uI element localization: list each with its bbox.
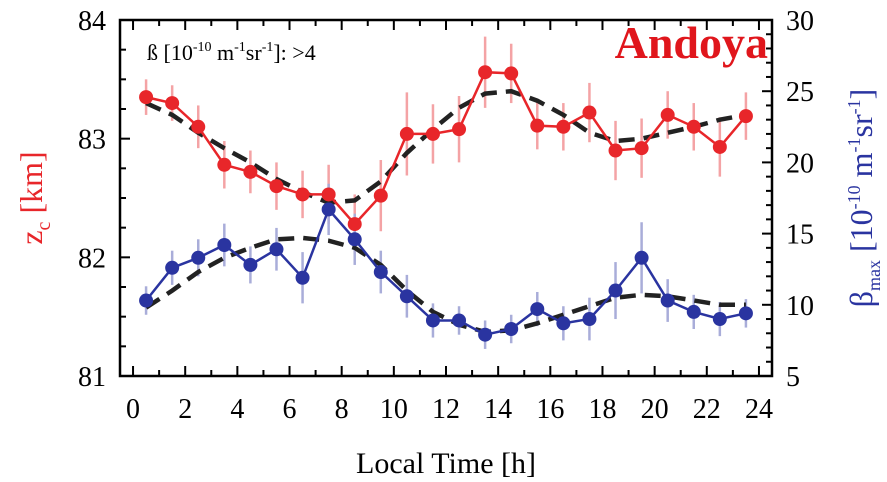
- x-tick-label: 0: [126, 394, 140, 425]
- data-point-beta: [712, 312, 727, 327]
- data-point-zc: [139, 90, 154, 105]
- data-point-zc: [452, 122, 467, 137]
- data-point-zc: [191, 119, 206, 134]
- series-markers: [139, 65, 753, 342]
- data-point-beta: [269, 242, 284, 257]
- y-right-tick-label: 20: [786, 148, 814, 179]
- data-point-beta: [608, 283, 623, 298]
- x-tick-label: 20: [641, 394, 669, 425]
- data-point-zc: [321, 187, 336, 202]
- data-point-zc: [504, 66, 519, 81]
- data-point-zc: [478, 65, 493, 80]
- y-right-tick-label: 30: [786, 6, 814, 37]
- y-right-tick-label: 10: [786, 291, 814, 322]
- data-point-zc: [373, 188, 388, 203]
- data-point-zc: [556, 119, 571, 134]
- data-point-zc: [217, 157, 232, 172]
- x-tick-label: 16: [536, 394, 564, 425]
- data-point-beta: [139, 293, 154, 308]
- y-right-axis-label: βmax [10-10 m-1sr-1]: [843, 89, 884, 308]
- y-left-tick-labels: 81 82 83 84: [78, 6, 106, 393]
- data-point-beta: [243, 257, 258, 272]
- data-point-zc: [582, 105, 597, 120]
- y-left-tick-label: 83: [78, 125, 106, 156]
- data-point-beta: [399, 289, 414, 304]
- data-point-beta: [738, 306, 753, 321]
- x-tick-labels: 0 2 4 6 8 10 12 14 16 18 20 22 24: [126, 394, 773, 425]
- data-point-zc: [608, 143, 623, 158]
- x-tick-label: 8: [335, 394, 349, 425]
- y-right-tick-labels: 5 10 15 20 25 30: [786, 6, 814, 393]
- data-point-beta: [373, 265, 388, 280]
- x-axis-label: Local Time [h]: [356, 447, 536, 480]
- y-left-tick-label: 81: [78, 362, 106, 393]
- data-point-beta: [295, 270, 310, 285]
- x-tick-label: 22: [693, 394, 721, 425]
- plot-frame: [118, 18, 774, 378]
- x-tick-label: 6: [283, 394, 297, 425]
- data-point-zc: [530, 118, 545, 133]
- fit-lines: [144, 88, 747, 335]
- data-point-beta: [686, 304, 701, 319]
- threshold-annotation: ß [10-10 m-1sr-1]: >4: [147, 40, 316, 65]
- data-point-zc: [634, 141, 649, 156]
- x-tick-label: 2: [178, 394, 192, 425]
- data-point-zc: [660, 107, 675, 122]
- x-tick-label: 12: [432, 394, 460, 425]
- data-point-zc: [399, 126, 414, 141]
- y-right-tick-label: 5: [786, 362, 800, 393]
- data-point-beta: [321, 202, 336, 217]
- series-line-zc: [145, 70, 747, 226]
- data-point-beta: [452, 313, 467, 328]
- y-right-tick-label: 25: [786, 77, 814, 108]
- data-point-beta: [504, 322, 519, 337]
- data-point-zc: [347, 217, 362, 232]
- error-bars: [144, 36, 748, 349]
- fit-line-zc: [145, 88, 747, 205]
- data-point-zc: [269, 179, 284, 194]
- data-point-zc: [243, 164, 258, 179]
- x-tick-label: 4: [230, 394, 244, 425]
- station-label: Andoya: [615, 17, 768, 68]
- data-point-beta: [530, 302, 545, 317]
- x-tick-label: 18: [588, 394, 616, 425]
- data-point-zc: [165, 96, 180, 111]
- data-point-beta: [347, 232, 362, 247]
- data-point-beta: [556, 316, 571, 331]
- x-tick-label: 24: [745, 394, 773, 425]
- x-tick-label: 10: [380, 394, 408, 425]
- fit-line-beta: [144, 235, 746, 335]
- data-point-beta: [660, 293, 675, 308]
- data-point-beta: [634, 250, 649, 265]
- y-right-tick-label: 15: [786, 220, 814, 251]
- data-point-zc: [712, 139, 727, 154]
- data-point-zc: [425, 126, 440, 141]
- y-left-tick-label: 82: [78, 243, 106, 274]
- data-point-beta: [217, 237, 232, 252]
- data-point-beta: [582, 312, 597, 327]
- y-left-tick-label: 84: [78, 6, 106, 37]
- y-left-axis-label: zc [km]: [13, 151, 55, 244]
- data-point-zc: [295, 187, 310, 202]
- plot-area: [118, 18, 774, 378]
- data-point-zc: [738, 109, 753, 124]
- data-point-beta: [165, 260, 180, 275]
- data-point-zc: [686, 119, 701, 134]
- data-point-beta: [478, 327, 493, 342]
- data-point-beta: [425, 313, 440, 328]
- series-line-beta: [145, 207, 747, 337]
- x-tick-label: 14: [484, 394, 512, 425]
- axis-ticks: [120, 19, 772, 377]
- data-point-beta: [191, 250, 206, 265]
